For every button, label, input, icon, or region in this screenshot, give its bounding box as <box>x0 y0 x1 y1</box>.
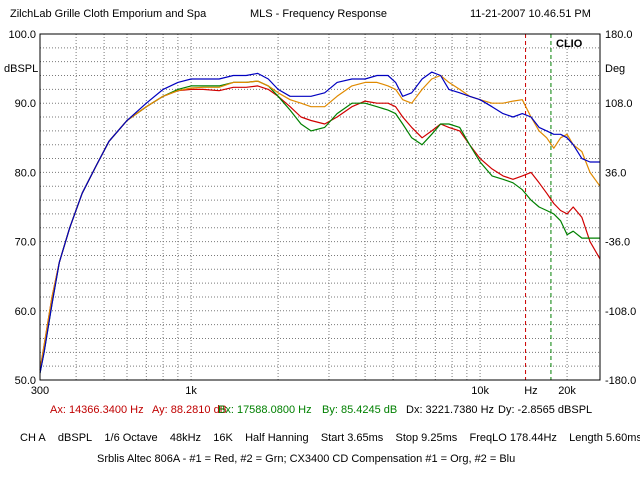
cursor-b-y-readout: By: 85.4245 dB <box>322 404 398 416</box>
legend-text: Srblis Altec 806A - #1 = Red, #2 = Grn; … <box>97 453 516 465</box>
smoothing-label: 1/6 Octave <box>104 432 158 444</box>
freqlo-label: FreqLO 178.44Hz <box>469 432 557 444</box>
measurement-info: CH A dBSPL 1/6 Octave 48kHz 16K Half Han… <box>20 432 640 444</box>
window-label: Half Hanning <box>245 432 309 444</box>
series-line-3 <box>39 74 601 370</box>
y2-tick-label: -180.0 <box>605 375 636 387</box>
header-timestamp: 11-21-2007 10.46.51 PM <box>470 8 591 20</box>
x-tick-label: 10k <box>471 385 489 397</box>
clio-logo: CLIO <box>556 38 583 50</box>
delta-x-readout: Dx: 3221.7380 Hz <box>406 404 495 416</box>
x-tick-label: Hz <box>524 385 537 397</box>
plot-frame <box>39 33 601 381</box>
y2-tick-label: 108.0 <box>605 98 633 110</box>
y-tick-label: 80.0 <box>15 167 36 179</box>
rate-label: 48kHz <box>169 432 202 444</box>
size-label: 16K <box>213 432 233 444</box>
y-tick-label: 50.0 <box>15 375 36 387</box>
unit-label: dBSPL <box>57 432 93 444</box>
y-tick-label: 90.0 <box>15 98 36 110</box>
cursor-a-x-readout: Ax: 14366.3400 Hz <box>50 404 144 416</box>
y2-tick-label: -108.0 <box>605 306 636 318</box>
cursor-a-y-readout: Ay: 88.2810 dB <box>152 404 228 416</box>
stop-label: Stop 9.25ms <box>395 432 458 444</box>
y-tick-label: 70.0 <box>15 237 36 249</box>
x-tick-label: 20k <box>558 385 576 397</box>
start-label: Start 3.65ms <box>320 432 384 444</box>
y2-tick-label: 180.0 <box>605 29 633 41</box>
header-title: MLS - Frequency Response <box>250 8 387 20</box>
y-tick-label: 60.0 <box>15 306 36 318</box>
y-tick-label: 100.0 <box>8 29 36 41</box>
channel-label: CH A <box>20 432 46 444</box>
header-company: ZilchLab Grille Cloth Emporium and Spa <box>10 8 207 20</box>
y2-tick-label: -36.0 <box>605 237 630 249</box>
y2-axis-label: Deg <box>605 63 625 75</box>
x-tick-label: 300 <box>31 385 49 397</box>
y2-tick-label: 36.0 <box>605 167 626 179</box>
delta-y-readout: Dy: -2.8565 dBSPL <box>498 404 593 416</box>
x-tick-label: 1k <box>185 385 197 397</box>
y-axis-label: dBSPL <box>4 63 38 75</box>
plot-area <box>40 34 600 380</box>
cursor-b-x-readout: Bx: 17588.0800 Hz <box>218 404 312 416</box>
length-label: Length 5.60ms <box>569 432 640 444</box>
series-line-4 <box>39 71 600 374</box>
